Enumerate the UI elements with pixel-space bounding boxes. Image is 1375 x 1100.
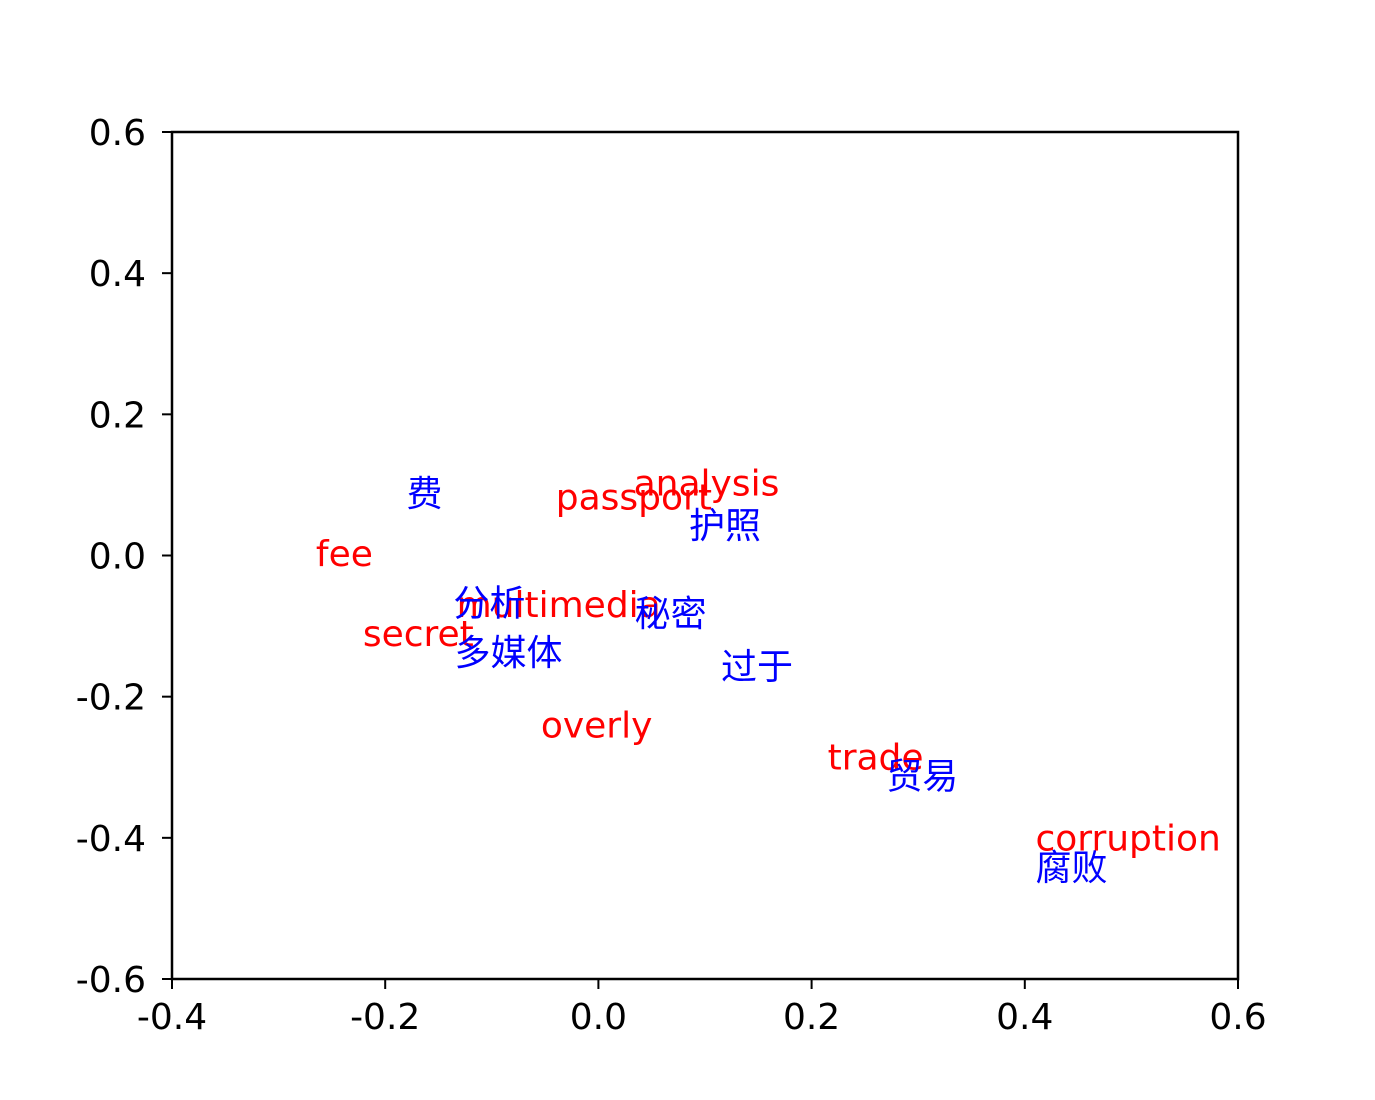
x-tick-label: 0.2 xyxy=(783,997,840,1038)
english-word-label: fee xyxy=(316,534,373,575)
x-tick-label: 0.4 xyxy=(996,997,1053,1038)
y-tick-label: -0.4 xyxy=(76,819,146,860)
chinese-word-label: 秘密 xyxy=(635,594,707,635)
y-tick-label: 0.0 xyxy=(89,537,146,578)
chinese-word-label: 分析 xyxy=(453,583,525,624)
y-tick-label: -0.2 xyxy=(76,678,146,719)
english-word-label: corruption xyxy=(1035,819,1220,860)
english-word-label: analysis xyxy=(634,464,780,505)
x-tick-label: -0.2 xyxy=(350,997,420,1038)
chinese-word-label: 贸易 xyxy=(886,756,958,797)
english-word-label: trade xyxy=(828,737,924,778)
english-word-label: overly xyxy=(541,706,653,747)
y-tick-label: 0.6 xyxy=(89,113,146,154)
y-tick-label: -0.6 xyxy=(76,960,146,1001)
english-word-label: multimedia xyxy=(457,585,661,626)
x-tick-label: -0.4 xyxy=(137,997,207,1038)
x-tick-label: 0.0 xyxy=(570,997,627,1038)
chinese-word-label: 护照 xyxy=(689,506,761,547)
chinese-word-label: 费 xyxy=(407,474,443,515)
english-word-label: passport xyxy=(556,478,712,519)
english-word-label: secret xyxy=(363,614,474,655)
chinese-word-label: 腐败 xyxy=(1035,848,1107,889)
chinese-word-label: 多媒体 xyxy=(454,633,562,674)
x-tick-label: 0.6 xyxy=(1209,997,1266,1038)
y-tick-label: 0.2 xyxy=(89,395,146,436)
y-tick-label: 0.4 xyxy=(89,254,146,295)
chinese-word-label: 过于 xyxy=(721,647,793,688)
